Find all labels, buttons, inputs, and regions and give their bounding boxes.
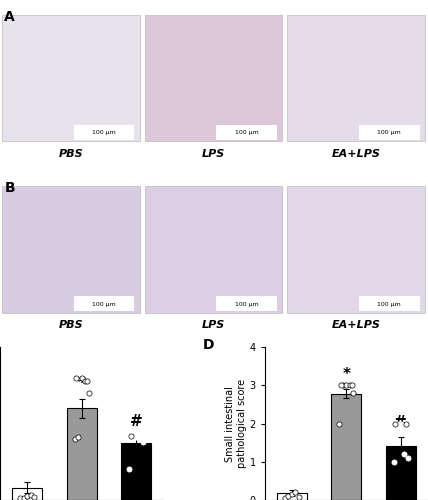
Text: #: # (130, 414, 143, 429)
FancyBboxPatch shape (145, 14, 282, 141)
Point (392, 420, 399, 428)
Point (348, 382, 355, 390)
Point (401, 450, 408, 458)
Point (27, 492, 34, 500)
FancyBboxPatch shape (359, 124, 419, 140)
Bar (67, 408, 97, 500)
Text: 100 μm: 100 μm (235, 302, 259, 306)
Point (346, 382, 353, 390)
Bar (277, 493, 307, 500)
FancyBboxPatch shape (2, 14, 140, 141)
FancyBboxPatch shape (74, 296, 134, 311)
Text: EA+LPS: EA+LPS (332, 149, 380, 159)
Point (84, 377, 91, 385)
Point (126, 466, 133, 473)
FancyBboxPatch shape (145, 186, 282, 312)
Text: 100 μm: 100 μm (377, 302, 401, 306)
Point (337, 382, 344, 390)
Point (127, 432, 134, 440)
Point (24, 492, 31, 500)
Point (17, 494, 24, 500)
Point (71, 435, 78, 443)
Point (20, 494, 27, 500)
FancyBboxPatch shape (359, 296, 419, 311)
FancyBboxPatch shape (288, 186, 425, 312)
Point (129, 435, 136, 443)
Point (295, 493, 302, 500)
Point (350, 389, 357, 397)
Text: 100 μm: 100 μm (235, 130, 259, 136)
Bar (121, 444, 151, 500)
Bar (331, 394, 361, 500)
Text: PBS: PBS (59, 149, 83, 159)
Bar (386, 446, 416, 500)
Text: EA+LPS: EA+LPS (332, 320, 380, 330)
FancyBboxPatch shape (216, 296, 277, 311)
FancyBboxPatch shape (2, 186, 140, 312)
Text: B: B (4, 181, 15, 195)
Point (343, 382, 350, 390)
Point (78, 374, 85, 382)
Text: PBS: PBS (59, 320, 83, 330)
Point (397, 420, 404, 428)
Point (85, 389, 92, 397)
Point (390, 458, 397, 466)
Text: LPS: LPS (202, 149, 225, 159)
Text: D: D (202, 338, 214, 352)
Point (31, 493, 38, 500)
Point (339, 382, 346, 390)
FancyBboxPatch shape (74, 124, 134, 140)
Point (336, 420, 343, 428)
Text: *: * (77, 376, 86, 391)
Point (403, 420, 410, 428)
Text: *: * (342, 366, 351, 382)
Point (140, 438, 147, 446)
Text: #: # (394, 414, 407, 430)
FancyBboxPatch shape (216, 124, 277, 140)
Point (73, 374, 80, 382)
Point (288, 490, 295, 498)
Text: 100 μm: 100 μm (377, 130, 401, 136)
Point (285, 492, 292, 500)
Point (281, 494, 288, 500)
Bar (12, 488, 42, 500)
Text: 100 μm: 100 μm (92, 130, 116, 136)
Text: A: A (4, 10, 15, 24)
Point (394, 420, 401, 428)
Point (75, 434, 82, 442)
Point (133, 434, 140, 442)
Text: LPS: LPS (202, 320, 225, 330)
Y-axis label: Small intestinal
pathological score: Small intestinal pathological score (225, 379, 247, 468)
FancyBboxPatch shape (288, 14, 425, 141)
Point (136, 432, 143, 440)
Point (292, 488, 299, 496)
Point (82, 377, 89, 385)
Text: 100 μm: 100 μm (92, 302, 116, 306)
Point (404, 454, 411, 462)
